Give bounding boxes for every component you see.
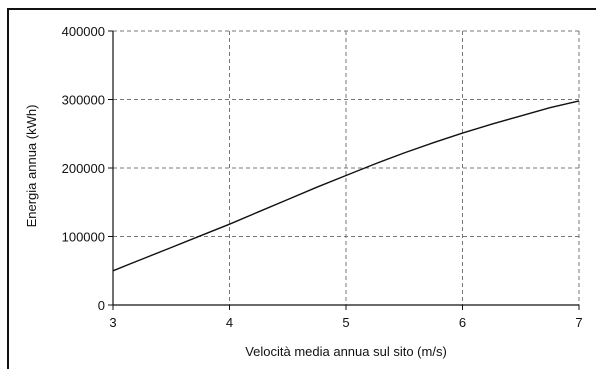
y-tick-label: 300000 xyxy=(62,93,105,108)
chart-frame xyxy=(7,8,596,369)
data-point xyxy=(258,211,259,212)
x-tick-label: 3 xyxy=(109,315,116,330)
data-point xyxy=(433,142,434,143)
data-point xyxy=(520,115,521,116)
y-tick-label: 400000 xyxy=(62,24,105,39)
x-tick-label: 5 xyxy=(342,315,349,330)
y-axis-label: Energia annua (kWh) xyxy=(24,105,39,228)
data-point xyxy=(142,259,143,260)
data-point xyxy=(462,132,463,133)
x-tick-label: 6 xyxy=(459,315,466,330)
axes xyxy=(108,30,580,310)
x-axis-label: Velocità media annua sul sito (m/s) xyxy=(245,344,447,359)
data-point xyxy=(491,124,492,125)
data-point xyxy=(375,163,376,164)
data-point xyxy=(404,152,405,153)
grid-lines xyxy=(113,30,580,305)
y-tick-label: 0 xyxy=(98,298,105,313)
x-tick-labels: 3 4 5 6 7 xyxy=(109,315,582,330)
data-point xyxy=(549,107,550,108)
data-point xyxy=(171,247,172,248)
series-line xyxy=(112,100,580,272)
data-point xyxy=(112,270,113,271)
data-point xyxy=(316,187,317,188)
series-layer xyxy=(112,100,580,272)
data-point xyxy=(229,224,230,225)
data-point xyxy=(345,175,346,176)
x-tick-label: 7 xyxy=(575,315,582,330)
data-point xyxy=(578,100,579,101)
x-tick-label: 4 xyxy=(226,315,233,330)
data-point xyxy=(287,199,288,200)
y-tick-label: 200000 xyxy=(62,161,105,176)
y-tick-labels: 0 100000 200000 300000 400000 xyxy=(62,24,105,313)
y-tick-label: 100000 xyxy=(62,230,105,245)
data-point xyxy=(200,235,201,236)
